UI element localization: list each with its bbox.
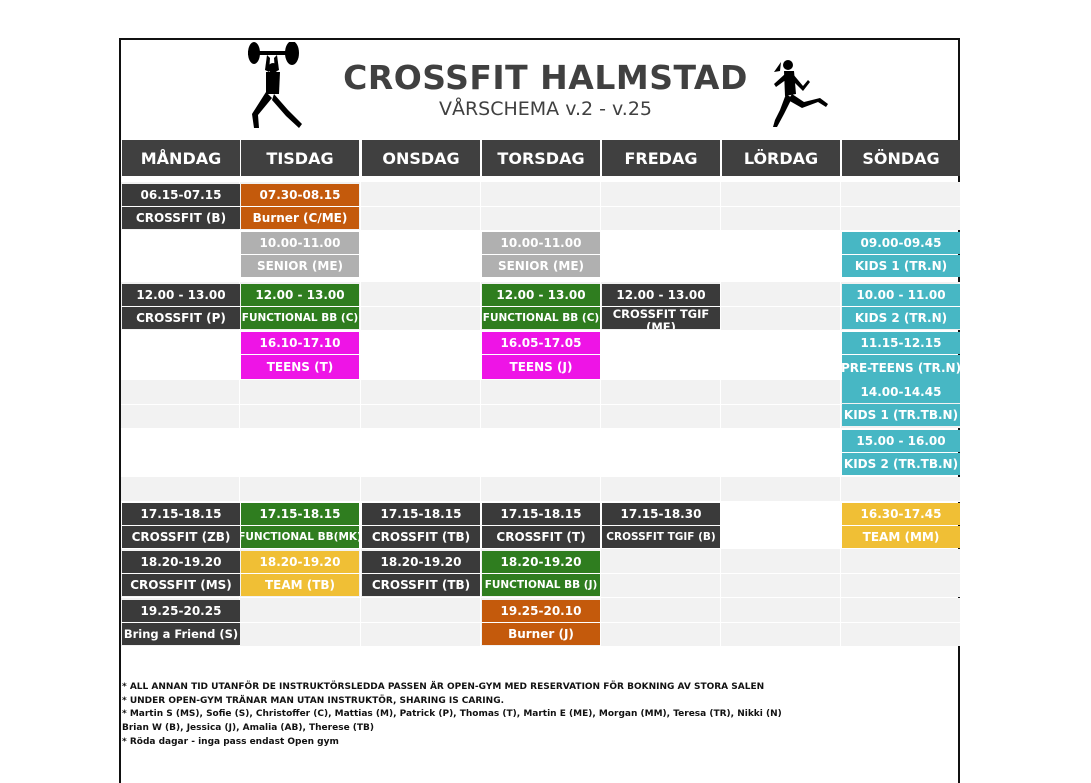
class-time: 12.00 - 13.00: [602, 284, 720, 306]
day-header: MÅNDAG: [122, 140, 240, 176]
class-name: KIDS 2 (TR.N): [842, 307, 960, 329]
class-time: 10.00 - 11.00: [842, 284, 960, 306]
class-name: TEENS (J): [482, 355, 600, 379]
class-time: 19.25-20.10: [482, 600, 600, 622]
class-name: FUNCTIONAL BB (C): [241, 307, 359, 329]
row-divider: [121, 306, 960, 307]
note-line: * Martin S (MS), Sofie (S), Christoffer …: [122, 709, 782, 720]
day-header: FREDAG: [602, 140, 720, 176]
class-time: 12.00 - 13.00: [241, 284, 359, 306]
class-name: CROSSFIT TGIF (ME): [602, 307, 720, 329]
class-time: 18.20-19.20: [482, 551, 600, 573]
class-time: 10.00-11.00: [241, 232, 359, 254]
class-time: 12.00 - 13.00: [122, 284, 240, 306]
row-divider: [121, 501, 960, 502]
class-time: 19.25-20.25: [122, 600, 240, 622]
class-time: 16.05-17.05: [482, 332, 600, 354]
class-name: CROSSFIT TGIF (B): [602, 526, 720, 548]
notes: * ALL ANNAN TID UTANFÖR DE INSTRUKTÖRSLE…: [122, 681, 782, 750]
class-name: FUNCTIONAL BB (J): [482, 574, 600, 596]
row-divider: [121, 573, 960, 574]
class-time: 18.20-19.20: [362, 551, 480, 573]
class-time: 14.00-14.45: [842, 381, 960, 403]
class-time: 16.30-17.45: [842, 503, 960, 525]
page-subtitle: VÅRSCHEMA v.2 - v.25: [438, 98, 653, 120]
day-header: ONSDAG: [362, 140, 480, 176]
class-name: Burner (J): [482, 623, 600, 645]
class-name: Bring a Friend (S): [122, 623, 240, 645]
class-time: 16.10-17.10: [241, 332, 359, 354]
class-time: 09.00-09.45: [842, 232, 960, 254]
runner-icon: [773, 60, 828, 127]
class-name: FUNCTIONAL BB (C): [482, 307, 600, 329]
class-time: 07.30-08.15: [241, 184, 359, 206]
column-divider: [480, 182, 481, 646]
day-header: TISDAG: [241, 140, 359, 176]
class-name: SENIOR (ME): [241, 255, 359, 277]
class-time: 18.20-19.20: [241, 551, 359, 573]
column-divider: [600, 182, 601, 646]
column-divider: [720, 182, 721, 646]
class-time: 17.15-18.15: [241, 503, 359, 525]
class-name: KIDS 1 (TR.TB.N): [842, 404, 960, 426]
column-divider: [840, 182, 841, 646]
class-name: CROSSFIT (P): [122, 307, 240, 329]
class-name: Burner (C/ME): [241, 207, 359, 229]
column-divider: [360, 182, 361, 646]
row-band: [121, 477, 960, 501]
row-divider: [121, 404, 960, 405]
class-time: 15.00 - 16.00: [842, 430, 960, 452]
class-time: 17.15-18.15: [482, 503, 600, 525]
column-divider: [239, 182, 240, 646]
class-time: 18.20-19.20: [122, 551, 240, 573]
day-header: SÖNDAG: [842, 140, 960, 176]
note-line: * ALL ANNAN TID UTANFÖR DE INSTRUKTÖRSLE…: [122, 682, 765, 692]
class-name: SENIOR (ME): [482, 255, 600, 277]
page-title: CROSSFIT HALMSTAD: [343, 58, 748, 97]
class-name: CROSSFIT (MS): [122, 574, 240, 596]
class-name: KIDS 1 (TR.N): [842, 255, 960, 277]
class-name: TEAM (MM): [842, 526, 960, 548]
class-name: CROSSFIT (TB): [362, 526, 480, 548]
day-header: LÖRDAG: [722, 140, 840, 176]
class-time: 12.00 - 13.00: [482, 284, 600, 306]
day-header: TORSDAG: [482, 140, 600, 176]
class-time: 17.15-18.15: [362, 503, 480, 525]
class-name: TEAM (TB): [241, 574, 359, 596]
weightlifter-icon: [248, 42, 302, 128]
class-time: 10.00-11.00: [482, 232, 600, 254]
class-time: 17.15-18.15: [122, 503, 240, 525]
row-divider: [121, 622, 960, 623]
class-name: FUNCTIONAL BB(MK): [241, 526, 359, 548]
class-time: 06.15-07.15: [122, 184, 240, 206]
note-line: * Röda dagar - inga pass endast Open gym: [122, 736, 339, 747]
class-time: 11.15-12.15: [842, 332, 960, 354]
row-divider: [121, 206, 960, 207]
class-name: PRE-TEENS (TR.N): [842, 355, 960, 381]
note-line: Brian W (B), Jessica (J), Amalia (AB), T…: [122, 723, 375, 734]
class-name: CROSSFIT (B): [122, 207, 240, 229]
class-name: CROSSFIT (ZB): [122, 526, 240, 548]
note-line: * UNDER OPEN-GYM TRÄNAR MAN UTAN INSTRUK…: [122, 695, 504, 706]
class-name: KIDS 2 (TR.TB.N): [842, 453, 960, 475]
class-name: TEENS (T): [241, 355, 359, 379]
class-time: 17.15-18.30: [602, 503, 720, 525]
class-name: CROSSFIT (TB): [362, 574, 480, 596]
class-name: CROSSFIT (T): [482, 526, 600, 548]
